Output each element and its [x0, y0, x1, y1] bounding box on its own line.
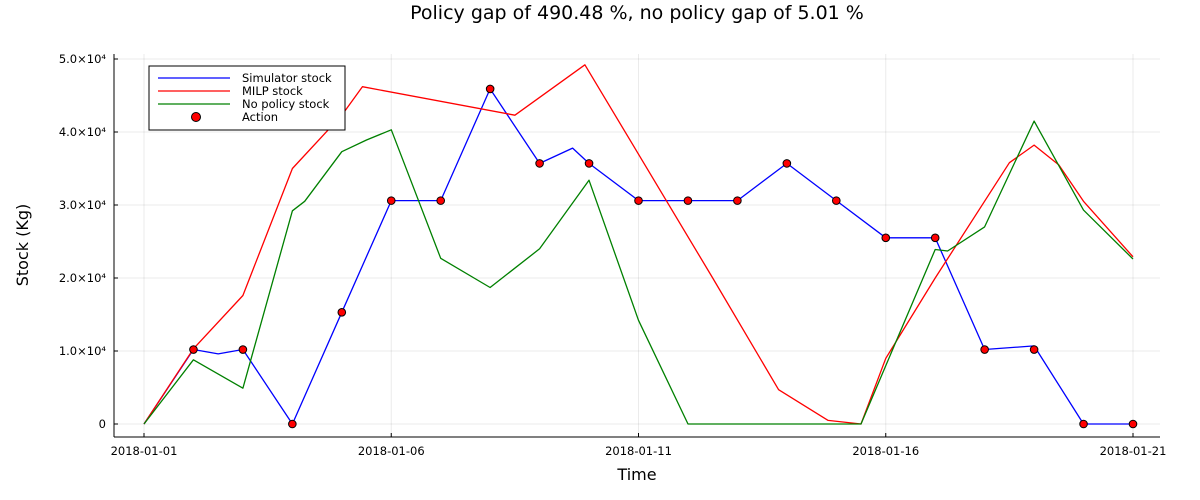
legend-label-no-policy-stock: No policy stock [242, 97, 330, 111]
action-point [980, 345, 989, 354]
action-point [881, 233, 891, 243]
action-point [1079, 419, 1088, 429]
no-policy-stock-line [143, 120, 1134, 425]
y-tick-label: 0 [99, 417, 106, 431]
chart-title: Policy gap of 490.48 %, no policy gap of… [410, 2, 864, 24]
x-tick-label: 2018-01-21 [1100, 444, 1167, 458]
action-point [1128, 419, 1138, 429]
action-point [288, 419, 297, 429]
legend-label-simulator-stock: Simulator stock [242, 71, 332, 85]
y-tick-label: 5.0×10⁴ [59, 52, 107, 66]
tick-labels: 2018-01-01 2018-01-06 2018-01-11 2018-01-16… [59, 52, 1167, 458]
y-tick-label: 3.0×10⁴ [59, 198, 107, 212]
legend-swatch-action [191, 112, 201, 122]
x-tick-label: 2018-01-11 [605, 444, 672, 458]
legend-box [148, 65, 346, 131]
y-axis-label: Stock (Kg) [13, 204, 32, 287]
x-tick-label: 2018-01-06 [358, 444, 425, 458]
action-point [683, 196, 693, 205]
y-tick-label: 4.0×10⁴ [59, 125, 107, 139]
action-point [634, 196, 643, 205]
action-point [584, 159, 594, 168]
action-point [535, 159, 544, 168]
action-point [337, 308, 347, 317]
x-tick-label: 2018-01-16 [852, 444, 919, 458]
action-point [485, 84, 495, 94]
action-point [386, 196, 396, 205]
action-point [930, 233, 940, 243]
legend-label-action: Action [242, 110, 278, 124]
x-axis-label: Time [616, 465, 656, 484]
milp-stock-line [143, 64, 1134, 425]
action-point [782, 159, 792, 168]
legend-label-milp-stock: MILP stock [242, 84, 303, 98]
action-point [832, 196, 841, 205]
action-point [436, 196, 446, 205]
action-point [1029, 345, 1039, 354]
plot-area [143, 64, 1138, 429]
axes [113, 54, 1160, 438]
action-point [733, 196, 742, 205]
y-tick-label: 2.0×10⁴ [59, 271, 107, 285]
x-tick-label: 2018-01-01 [111, 444, 178, 458]
action-point [189, 345, 198, 354]
y-tick-label: 1.0×10⁴ [59, 344, 107, 358]
action-point [238, 345, 248, 354]
